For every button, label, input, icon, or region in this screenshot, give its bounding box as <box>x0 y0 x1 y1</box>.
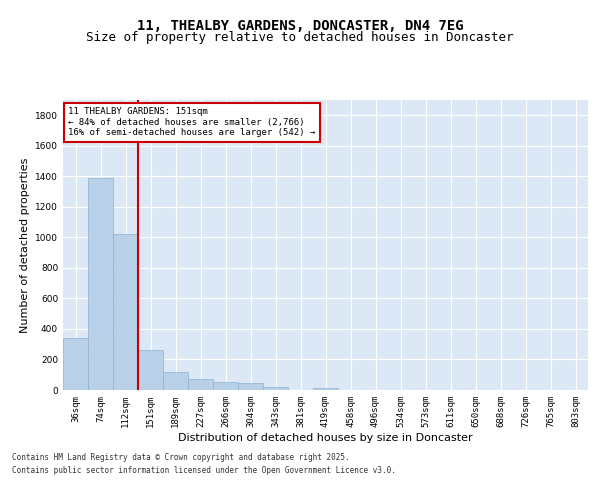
Bar <box>263 387 288 390</box>
Bar <box>238 383 263 390</box>
Bar <box>188 380 213 390</box>
X-axis label: Distribution of detached houses by size in Doncaster: Distribution of detached houses by size … <box>178 432 473 442</box>
Bar <box>113 234 138 390</box>
Bar <box>138 350 163 390</box>
Bar <box>88 178 113 390</box>
Bar <box>163 372 188 390</box>
Bar <box>313 388 338 390</box>
Text: 11, THEALBY GARDENS, DONCASTER, DN4 7EG: 11, THEALBY GARDENS, DONCASTER, DN4 7EG <box>137 19 463 33</box>
Bar <box>213 382 238 390</box>
Text: Size of property relative to detached houses in Doncaster: Size of property relative to detached ho… <box>86 31 514 44</box>
Text: 11 THEALBY GARDENS: 151sqm
← 84% of detached houses are smaller (2,766)
16% of s: 11 THEALBY GARDENS: 151sqm ← 84% of deta… <box>68 108 316 137</box>
Text: Contains public sector information licensed under the Open Government Licence v3: Contains public sector information licen… <box>12 466 396 475</box>
Text: Contains HM Land Registry data © Crown copyright and database right 2025.: Contains HM Land Registry data © Crown c… <box>12 454 350 462</box>
Bar <box>63 338 88 390</box>
Y-axis label: Number of detached properties: Number of detached properties <box>20 158 29 332</box>
